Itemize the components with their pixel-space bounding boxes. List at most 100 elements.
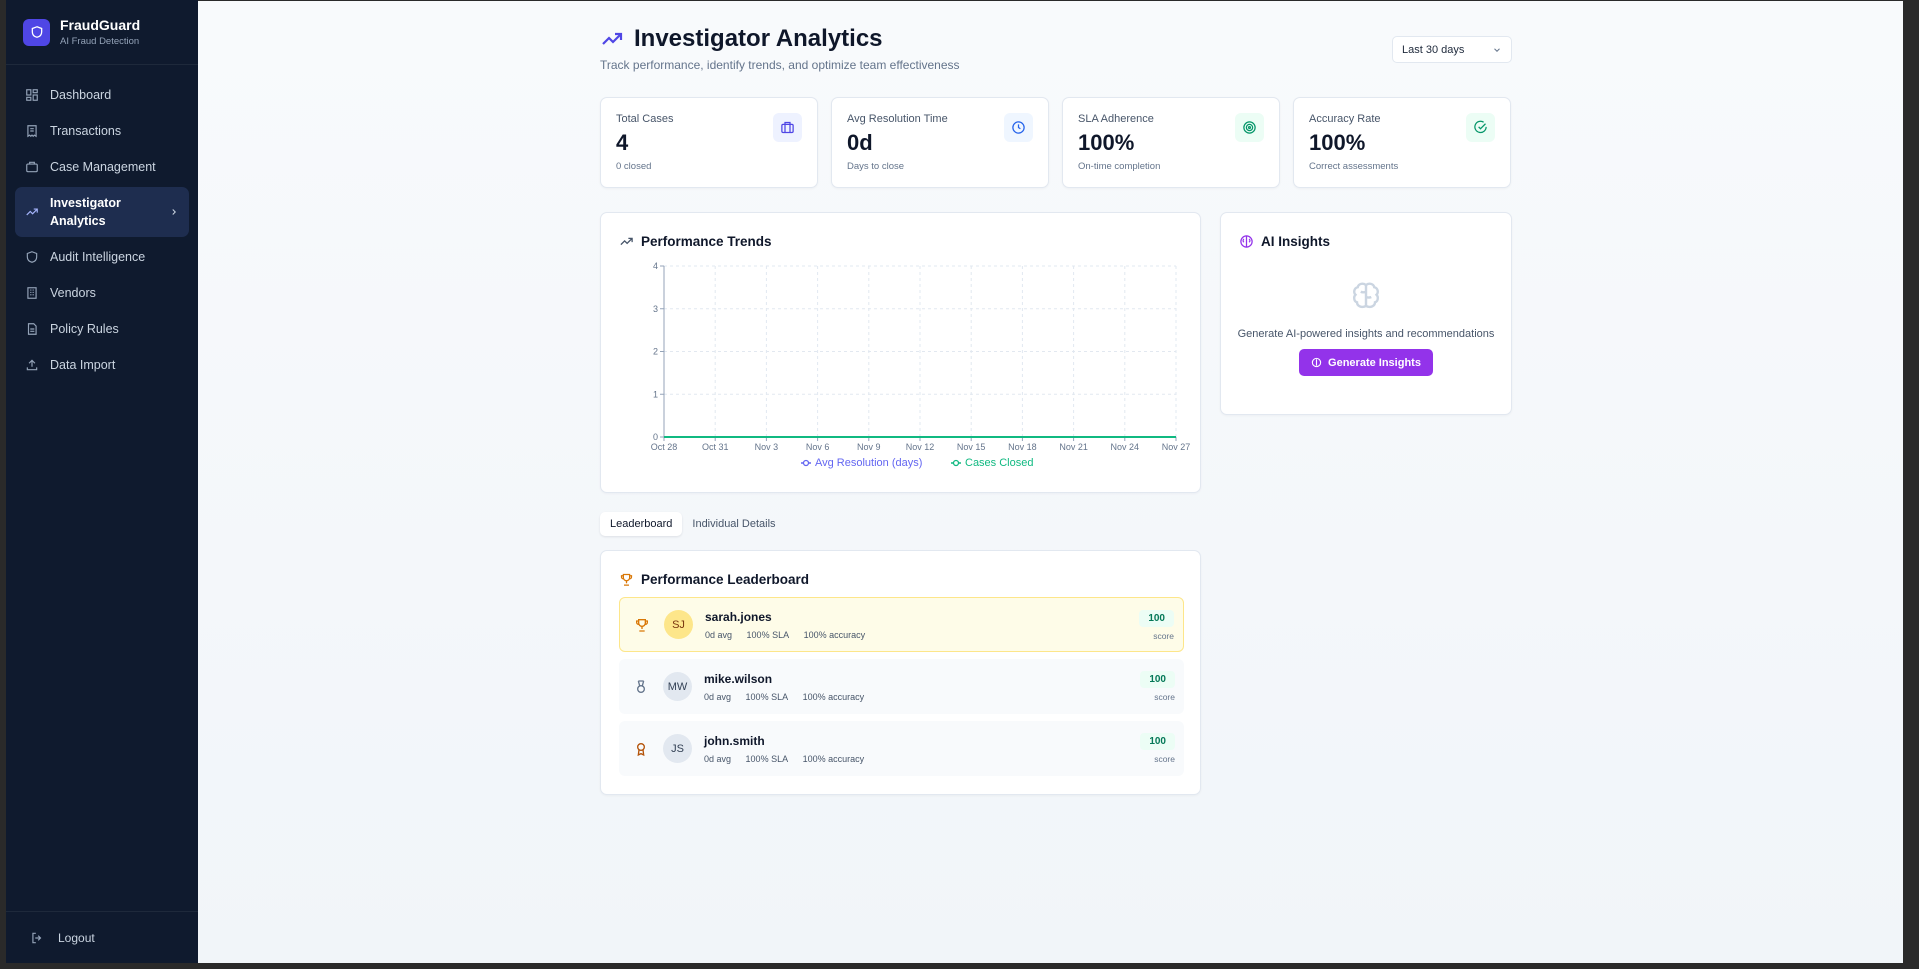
logout-label: Logout bbox=[58, 930, 95, 945]
briefcase-icon bbox=[26, 161, 38, 173]
stats-row: Total Cases 4 0 closed Avg Resolution Ti… bbox=[600, 97, 1512, 188]
main-content: Investigator Analytics Track performance… bbox=[198, 1, 1903, 963]
chevron-right-icon bbox=[172, 209, 176, 215]
stat-label: Accuracy Rate bbox=[1309, 113, 1381, 125]
leaderboard-row[interactable]: SJ sarah.jones 0d avg 100% SLA 100% accu… bbox=[619, 597, 1184, 652]
y-tick-label: 4 bbox=[653, 261, 658, 271]
page-title-text: Investigator Analytics bbox=[634, 25, 883, 52]
content: Investigator Analytics Track performance… bbox=[600, 1, 1512, 795]
x-tick-label: Nov 27 bbox=[1162, 442, 1191, 452]
metric-sla: 100% SLA bbox=[746, 629, 790, 640]
performance-trends-card: Performance Trends 0 1 2 3 4 Oct 28 Oct 31 Nov … bbox=[600, 212, 1201, 493]
ai-insights-text: Generate AI-powered insights and recomme… bbox=[1237, 328, 1495, 340]
avatar: JS bbox=[663, 734, 692, 763]
trending-up-icon bbox=[602, 32, 623, 45]
stat-note: 0 closed bbox=[616, 161, 652, 172]
sidebar-item-label: Vendors bbox=[50, 286, 96, 300]
metric-sla: 100% SLA bbox=[745, 691, 789, 702]
x-tick-label: Nov 12 bbox=[906, 442, 935, 452]
metric-avg: 0d avg bbox=[704, 691, 732, 702]
avatar: MW bbox=[663, 672, 692, 701]
card-title-text: AI Insights bbox=[1261, 234, 1331, 249]
sidebar-item-dashboard[interactable]: Dashboard bbox=[15, 77, 189, 113]
trending-up-icon bbox=[620, 237, 633, 246]
investigator-name: john.smith bbox=[704, 733, 765, 748]
brand-subtitle: AI Fraud Detection bbox=[60, 36, 140, 47]
brand[interactable]: FraudGuard AI Fraud Detection bbox=[6, 0, 198, 65]
card-title: AI Insights bbox=[1239, 234, 1330, 249]
logout-icon bbox=[32, 932, 42, 943]
sidebar-item-audit-intelligence[interactable]: Audit Intelligence bbox=[15, 239, 189, 275]
ai-insights-body: Generate AI-powered insights and recomme… bbox=[1221, 279, 1511, 376]
x-tick-label: Nov 6 bbox=[806, 442, 830, 452]
x-tick-label: Nov 15 bbox=[957, 442, 986, 452]
sidebar-item-transactions[interactable]: Transactions bbox=[15, 113, 189, 149]
stat-card-total-cases: Total Cases 4 0 closed bbox=[600, 97, 818, 188]
metric-sla: 100% SLA bbox=[745, 753, 789, 764]
sidebar-item-label: Transactions bbox=[50, 124, 122, 138]
generate-insights-button[interactable]: Generate Insights bbox=[1299, 349, 1433, 376]
x-tick-label: Oct 28 bbox=[651, 442, 678, 452]
investigator-metrics: 0d avg 100% SLA 100% accuracy bbox=[705, 630, 877, 640]
stat-note: Days to close bbox=[847, 161, 905, 172]
leaderboard-list: SJ sarah.jones 0d avg 100% SLA 100% accu… bbox=[619, 597, 1184, 783]
y-tick-label: 3 bbox=[653, 304, 658, 314]
card-title-text: Performance Trends bbox=[641, 234, 772, 249]
charts-row: Performance Trends 0 1 2 3 4 Oct 28 Oct 31 Nov … bbox=[600, 212, 1512, 493]
sidebar-item-data-import[interactable]: Data Import bbox=[15, 347, 189, 383]
tab-leaderboard[interactable]: Leaderboard bbox=[600, 512, 683, 536]
medal-icon bbox=[637, 679, 645, 693]
card-title: Performance Trends bbox=[619, 234, 772, 249]
stat-value: 100% bbox=[1078, 130, 1135, 155]
trophy-icon bbox=[636, 618, 648, 632]
date-range-select[interactable]: Last 30 days bbox=[1392, 36, 1512, 63]
y-tick-label: 1 bbox=[653, 389, 658, 399]
x-tick-label: Oct 31 bbox=[702, 442, 729, 452]
stat-note: On-time completion bbox=[1078, 161, 1161, 172]
stat-label: SLA Adherence bbox=[1078, 113, 1154, 125]
x-tick-label: Nov 9 bbox=[857, 442, 881, 452]
score-badge: 100 bbox=[1140, 671, 1175, 688]
brain-icon bbox=[1240, 235, 1253, 248]
legend-label: Avg Resolution (days) bbox=[815, 457, 922, 469]
page-title: Investigator Analytics bbox=[600, 25, 883, 53]
card-title-text: Performance Leaderboard bbox=[641, 572, 810, 587]
score: 100 score bbox=[1140, 669, 1175, 702]
sidebar-nav: Dashboard Transactions Case Management I… bbox=[6, 65, 198, 383]
x-tick-label: Nov 3 bbox=[755, 442, 779, 452]
chevron-down-icon bbox=[1494, 47, 1500, 52]
logout-button[interactable]: Logout bbox=[6, 911, 198, 963]
score-label: score bbox=[1154, 692, 1175, 702]
page-subtitle: Track performance, identify trends, and … bbox=[600, 58, 960, 72]
investigator-metrics: 0d avg 100% SLA 100% accuracy bbox=[704, 692, 876, 702]
performance-trends-chart: 0 1 2 3 4 Oct 28 Oct 31 Nov 3 Nov 6 Nov 9 Nov 12 No… bbox=[651, 261, 1191, 469]
stat-label: Total Cases bbox=[616, 113, 674, 125]
target-icon bbox=[1235, 113, 1264, 142]
investigator-metrics: 0d avg 100% SLA 100% accuracy bbox=[704, 754, 876, 764]
stat-card-accuracy-rate: Accuracy Rate 100% Correct assessments bbox=[1293, 97, 1511, 188]
sidebar-item-label: Data Import bbox=[50, 358, 116, 372]
card-title: Performance Leaderboard bbox=[619, 572, 809, 587]
page-header: Investigator Analytics Track performance… bbox=[600, 1, 1512, 97]
legend-marker bbox=[952, 459, 960, 467]
sidebar-item-case-management[interactable]: Case Management bbox=[15, 149, 189, 185]
brand-title: FraudGuard bbox=[60, 17, 141, 33]
sidebar-item-vendors[interactable]: Vendors bbox=[15, 275, 189, 311]
date-range-value: Last 30 days bbox=[1402, 43, 1465, 56]
stat-card-sla-adherence: SLA Adherence 100% On-time completion bbox=[1062, 97, 1280, 188]
investigator-name: sarah.jones bbox=[705, 609, 772, 624]
metric-accuracy: 100% accuracy bbox=[803, 629, 866, 640]
tab-individual-details[interactable]: Individual Details bbox=[692, 518, 776, 530]
score: 100 score bbox=[1140, 731, 1175, 764]
sidebar-item-investigator-analytics[interactable]: Investigator Analytics bbox=[15, 187, 189, 237]
leaderboard-row[interactable]: MW mike.wilson 0d avg 100% SLA 100% accu… bbox=[619, 659, 1184, 714]
trending-up-icon bbox=[26, 208, 38, 216]
leaderboard-row[interactable]: JS john.smith 0d avg 100% SLA 100% accur… bbox=[619, 721, 1184, 776]
y-tick-label: 0 bbox=[653, 432, 658, 442]
document-icon bbox=[27, 323, 37, 335]
briefcase-icon bbox=[773, 113, 802, 142]
sidebar-item-policy-rules[interactable]: Policy Rules bbox=[15, 311, 189, 347]
receipt-icon bbox=[27, 125, 37, 138]
metric-avg: 0d avg bbox=[704, 753, 732, 764]
avatar: SJ bbox=[664, 610, 693, 639]
